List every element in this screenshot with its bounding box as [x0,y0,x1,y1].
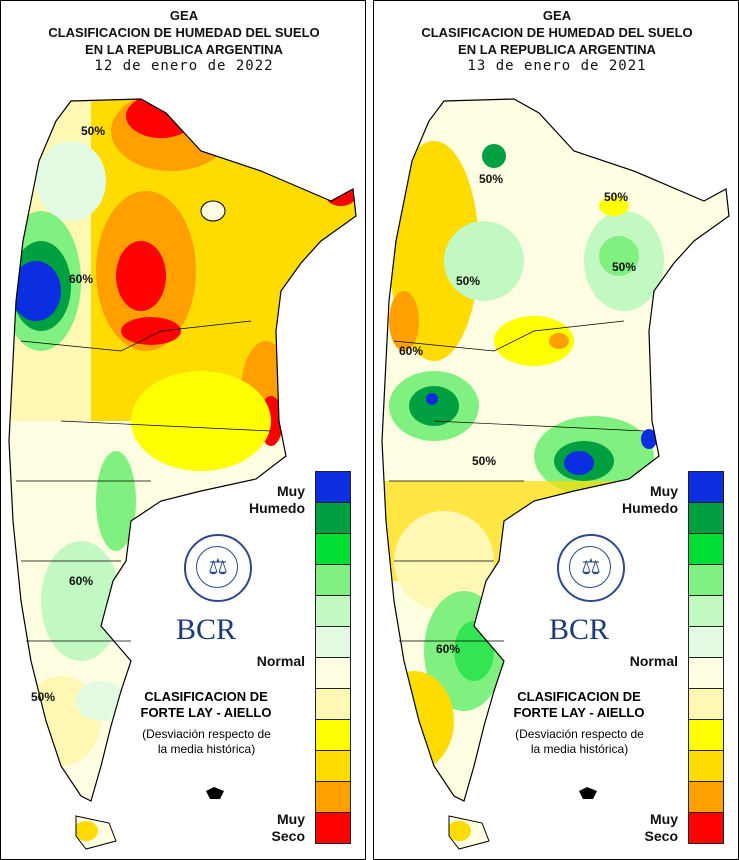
bcr-seal-logo: ⚖ [184,534,252,602]
legend-swatch [689,689,723,720]
legend-swatch [689,565,723,596]
legend-swatch [689,720,723,751]
classification-title: CLASIFICACION DE FORTE LAY - AIELLO [513,689,645,720]
classification-note: (Desviación respecto de la media históric… [515,727,644,756]
contour-label: 50% [31,690,56,704]
soil-moisture-map [8,98,357,850]
legend-swatch [689,658,723,689]
legend-swatch [316,472,350,503]
contour-label: 60% [69,574,94,588]
map-title: GEA CLASIFICACION DE HUMEDAD DEL SUELO EN … [1,7,365,75]
legend-swatch [316,503,350,534]
map-panel-2021: GEA CLASIFICACION DE HUMEDAD DEL SUELO EN … [373,0,739,860]
legend-swatch [689,596,723,627]
map-date: 12 de enero de 2022 [94,58,274,74]
contour-label: 50% [612,260,637,274]
bcr-logo: BCR [176,613,237,646]
legend-swatch [689,534,723,565]
legend-swatch [316,596,350,627]
legend-normal-label: Normal [629,653,678,669]
bcr-logo: BCR [549,613,610,646]
legend-wet-label: Muy Humedo [622,483,678,516]
legend-swatch [316,627,350,658]
map-panel-2022: GEA CLASIFICACION DE HUMEDAD DEL SUELO EN … [0,0,366,860]
legend-dry-label: Muy Seco [644,811,678,844]
classification-title: CLASIFICACION DE FORTE LAY - AIELLO [140,689,272,720]
soil-moisture-map [381,98,730,850]
contour-label: 50% [456,274,481,288]
legend-wet-label: Muy Humedo [249,483,305,516]
contour-label: 60% [69,272,94,286]
legend-swatch [316,534,350,565]
legend-swatch [689,472,723,503]
color-legend [315,471,351,844]
legend-swatch [316,565,350,596]
bcr-seal-logo: ⚖ [557,534,625,602]
contour-label: 50% [81,124,106,138]
legend-dry-label: Muy Seco [271,811,305,844]
contour-label: 50% [479,172,504,186]
legend-swatch [689,751,723,782]
map-date: 13 de enero de 2021 [467,58,647,74]
map-title: GEA CLASIFICACION DE HUMEDAD DEL SUELO EN … [374,7,738,75]
contour-label: 50% [472,454,497,468]
classification-note: (Desviación respecto de la media históric… [142,727,271,756]
legend-swatch [689,813,723,843]
contour-label: 50% [604,190,629,204]
legend-swatch [689,503,723,534]
legend-swatch [316,751,350,782]
contour-label: 60% [436,642,461,656]
legend-swatch [316,689,350,720]
legend-swatch [316,720,350,751]
legend-swatch [316,658,350,689]
legend-swatch [689,782,723,813]
legend-normal-label: Normal [256,653,305,669]
legend-swatch [316,782,350,813]
legend-swatch [689,627,723,658]
legend-swatch [316,813,350,843]
contour-label: 60% [399,344,424,358]
color-legend [688,471,724,844]
